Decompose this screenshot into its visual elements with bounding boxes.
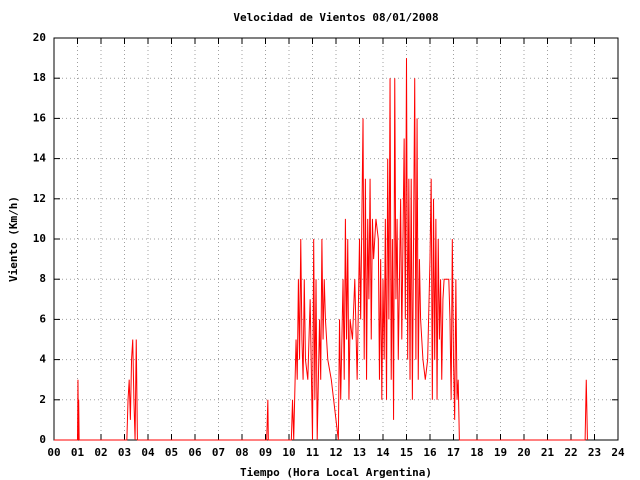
x-tick-label: 21 [541,446,555,459]
x-tick-label: 11 [306,446,320,459]
y-tick-label: 0 [39,433,46,446]
y-axis-label: Viento (Km/h) [7,196,20,282]
x-tick-label: 22 [564,446,577,459]
x-tick-label: 12 [329,446,342,459]
y-tick-label: 20 [33,31,46,44]
x-tick-label: 05 [165,446,178,459]
x-tick-label: 16 [423,446,437,459]
x-tick-label: 18 [470,446,483,459]
data-line [54,58,588,441]
x-tick-label: 10 [282,446,295,459]
x-tick-label: 00 [47,446,60,459]
x-tick-label: 03 [118,446,131,459]
x-tick-label: 14 [376,446,390,459]
x-tick-label: 23 [588,446,601,459]
y-tick-label: 2 [39,393,46,406]
y-tick-label: 8 [39,272,46,285]
x-axis-label: Tiempo (Hora Local Argentina) [240,466,432,479]
y-tick-label: 12 [33,192,46,205]
y-tick-label: 6 [39,312,46,325]
x-tick-label: 07 [212,446,225,459]
chart-title: Velocidad de Vientos 08/01/2008 [233,11,438,24]
x-tick-label: 15 [400,446,413,459]
x-tick-label: 24 [611,446,625,459]
x-tick-label: 08 [235,446,248,459]
plot-frame [53,37,619,441]
y-tick-label: 16 [33,111,47,124]
x-tick-label: 01 [71,446,85,459]
x-tick-label: 02 [94,446,107,459]
x-tick-label: 17 [447,446,460,459]
y-tick-label: 4 [39,353,46,366]
x-tick-label: 06 [188,446,202,459]
x-tick-label: 04 [141,446,155,459]
x-tick-label: 09 [259,446,272,459]
y-tick-label: 14 [33,152,47,165]
y-tick-label: 10 [33,232,46,245]
x-tick-label: 13 [353,446,366,459]
y-tick-label: 18 [33,71,46,84]
x-tick-label: 20 [517,446,530,459]
x-tick-label: 19 [494,446,507,459]
